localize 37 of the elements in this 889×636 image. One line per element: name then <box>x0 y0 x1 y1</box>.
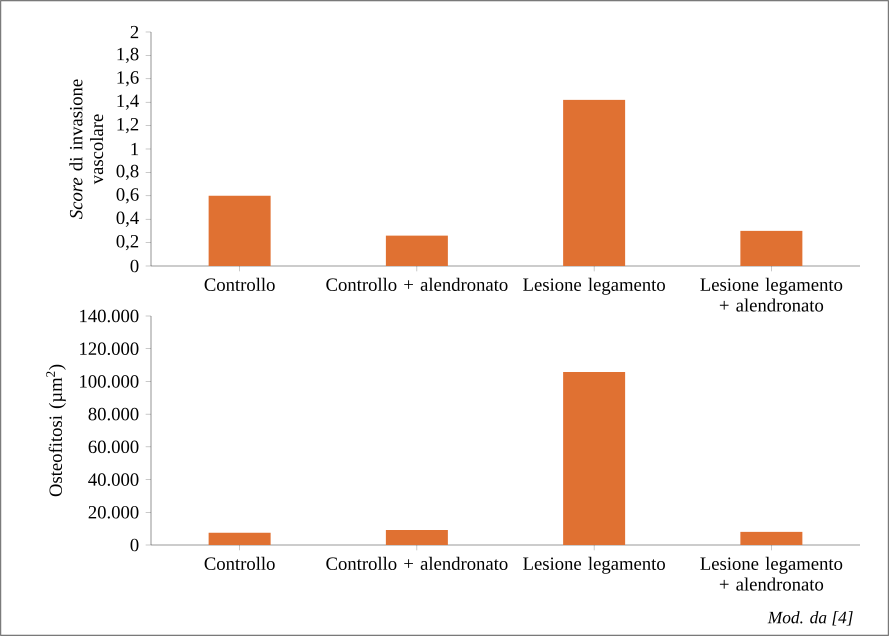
y-tick-label: 0,6 <box>116 188 139 204</box>
y-tick-label: 0,2 <box>116 234 138 250</box>
x-tick-label: Controllo <box>204 556 275 570</box>
bar <box>386 236 448 266</box>
y-tick-label: 0,8 <box>116 164 138 180</box>
y-tick-label: 0,4 <box>116 212 139 227</box>
y-tick-label: 1,2 <box>117 118 138 134</box>
x-tick-label: Lesione legamento <box>523 278 665 295</box>
y-tick-label: 140.000 <box>80 310 138 322</box>
x-tick-label: Lesione legamento + alendronato <box>700 556 842 591</box>
y-tick-label: 1,4 <box>117 94 139 110</box>
y-tick-label: 0 <box>130 538 138 552</box>
y-tick-label: 100.000 <box>80 375 138 388</box>
text: Mod. da [4] <box>768 611 853 626</box>
x-tick-label: Controllo + alendronato <box>326 556 508 570</box>
y-tick-label: 0 <box>130 260 138 272</box>
y-tick-label: 20.000 <box>88 506 138 519</box>
bar <box>740 230 802 266</box>
bar <box>563 372 626 546</box>
y-axis-title: Osteofitosi (µm$^{2}$) <box>46 364 66 496</box>
y-tick-label: 1,6 <box>117 71 139 86</box>
x-tick-label: Lesione legamento <box>523 556 665 574</box>
y-tick-label: 1,8 <box>117 48 138 64</box>
y-tick-label: 120.000 <box>80 342 138 356</box>
y-tick-label: 80.000 <box>88 408 138 420</box>
y-tick-label: 40.000 <box>88 473 138 486</box>
bar <box>563 100 626 266</box>
bar <box>740 532 802 546</box>
y-tick-label: 2 <box>130 26 138 38</box>
x-tick-label: Controllo <box>204 278 275 291</box>
y-tick-label: 1 <box>131 142 138 156</box>
bar <box>208 532 271 546</box>
y-tick-label: 60.000 <box>88 440 138 454</box>
x-tick-label: Controllo + alendronato <box>326 278 508 291</box>
bar <box>386 530 448 546</box>
x-tick-label: Lesione legamento + alendronato <box>700 278 842 312</box>
bar <box>208 196 271 266</box>
